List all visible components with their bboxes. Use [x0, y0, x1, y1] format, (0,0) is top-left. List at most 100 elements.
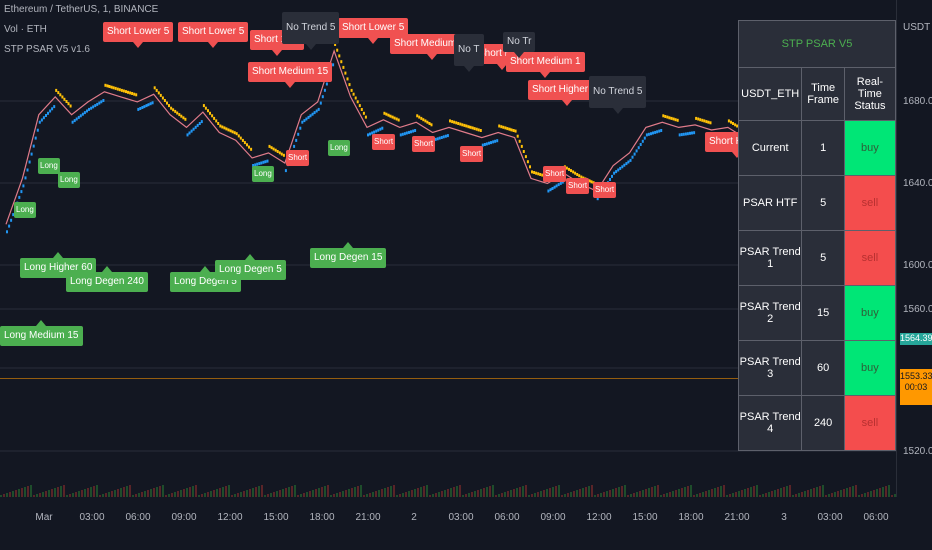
psar-dot	[524, 155, 527, 159]
table-row: PSAR HTF 5 sell	[737, 175, 897, 231]
psar-dot	[133, 92, 136, 96]
volume-bar	[714, 488, 716, 497]
psar-dot	[122, 89, 125, 93]
psar-dot	[625, 162, 628, 166]
psar-dot	[6, 230, 8, 234]
volume-bar	[285, 488, 287, 497]
psar-dot	[53, 105, 56, 109]
volume-bar	[129, 485, 131, 497]
psar-dot	[32, 144, 35, 148]
x-tick: 03:00	[79, 512, 105, 523]
psar-dot	[305, 117, 308, 121]
psar-dot	[514, 129, 517, 133]
volume-bar	[759, 495, 761, 497]
psar-dot	[59, 93, 62, 97]
psar-dot	[467, 125, 470, 129]
volume-bar	[654, 486, 656, 497]
psar-dot	[40, 118, 43, 122]
psar-dot	[225, 127, 228, 131]
psar-dot	[730, 120, 732, 124]
volume-bar	[546, 489, 548, 497]
currency-label: USDT	[903, 22, 931, 33]
psar-dot	[188, 131, 191, 135]
psar-dot	[248, 145, 250, 149]
volume-bar	[333, 494, 335, 497]
volume-bar	[495, 495, 497, 497]
psar-dot	[34, 136, 37, 140]
psar-dot	[69, 104, 72, 108]
psar-dot	[539, 173, 542, 176]
psar-dot	[613, 171, 616, 175]
psar-dot	[110, 85, 113, 89]
psar-dot	[104, 83, 107, 87]
volume-bar	[27, 486, 29, 497]
psar-dot	[198, 122, 201, 125]
psar-dot	[375, 129, 378, 133]
volume-bar	[159, 486, 161, 497]
long-marker: Long	[328, 140, 350, 156]
psar-dot	[676, 118, 679, 122]
short-signal-label: Short Lower 5	[338, 18, 409, 44]
psar-dot	[508, 127, 511, 131]
volume-bar	[297, 495, 299, 497]
table-row: PSAR Trend 2 15 buy	[737, 285, 897, 341]
psar-dot	[574, 171, 577, 175]
volume-bar	[264, 495, 266, 497]
volume-bar	[153, 488, 155, 497]
short-signal-label: Short Medium 15	[248, 62, 333, 88]
price-axis-panel	[896, 0, 932, 550]
psar-dot	[274, 148, 277, 152]
psar-dot	[141, 106, 144, 109]
psar-dot	[444, 134, 447, 138]
volume-bar	[414, 489, 416, 497]
short-marker: Short	[372, 134, 396, 150]
psar-dot	[30, 152, 33, 156]
volume-bar	[378, 490, 380, 497]
level-price-badge: 1553.33 00:03	[900, 369, 932, 405]
psar-dot	[373, 130, 376, 134]
volume-bar	[849, 487, 851, 497]
volume-bar	[183, 489, 185, 497]
psar-dot	[207, 109, 209, 113]
volume-bar	[6, 493, 8, 497]
volume-bar	[720, 486, 722, 497]
x-tick: 06:00	[125, 512, 151, 523]
volume-bar	[21, 488, 23, 497]
psar-dot	[239, 136, 242, 140]
psar-dot	[47, 111, 49, 115]
volume-bar	[795, 494, 797, 497]
psar-dot	[559, 181, 562, 185]
psar-dot	[202, 104, 205, 108]
y-tick: 1560.00	[903, 304, 932, 315]
x-tick: 06:00	[494, 512, 520, 523]
x-tick: 21:00	[724, 512, 750, 523]
volume-bar	[516, 488, 518, 497]
volume-bar	[0, 495, 2, 497]
psar-dot	[262, 160, 265, 164]
volume-bar	[69, 494, 71, 497]
x-tick: 3	[781, 512, 787, 523]
volume-bar	[651, 487, 653, 497]
row-timeframe: 15	[801, 285, 845, 341]
volume-bar	[627, 495, 629, 497]
psar-dot	[403, 132, 406, 136]
psar-dot	[639, 143, 642, 146]
volume-bar	[105, 493, 107, 497]
psar-dot	[436, 137, 439, 141]
volume-bar	[702, 492, 704, 497]
volume-bar	[603, 492, 605, 497]
volume-bar	[15, 490, 17, 497]
short-signal-label: Short Higher 60	[528, 80, 607, 106]
psar-dot	[42, 116, 45, 120]
volume-bar	[420, 487, 422, 497]
psar-dot	[682, 132, 685, 136]
volume-bar	[111, 491, 113, 497]
volume-bar	[57, 487, 59, 497]
volume-bar	[186, 488, 188, 497]
psar-dot	[190, 129, 193, 133]
psar-dot	[500, 125, 503, 129]
psar-dot	[496, 139, 499, 143]
volume-bar	[423, 486, 425, 497]
volume-bar	[267, 494, 269, 497]
